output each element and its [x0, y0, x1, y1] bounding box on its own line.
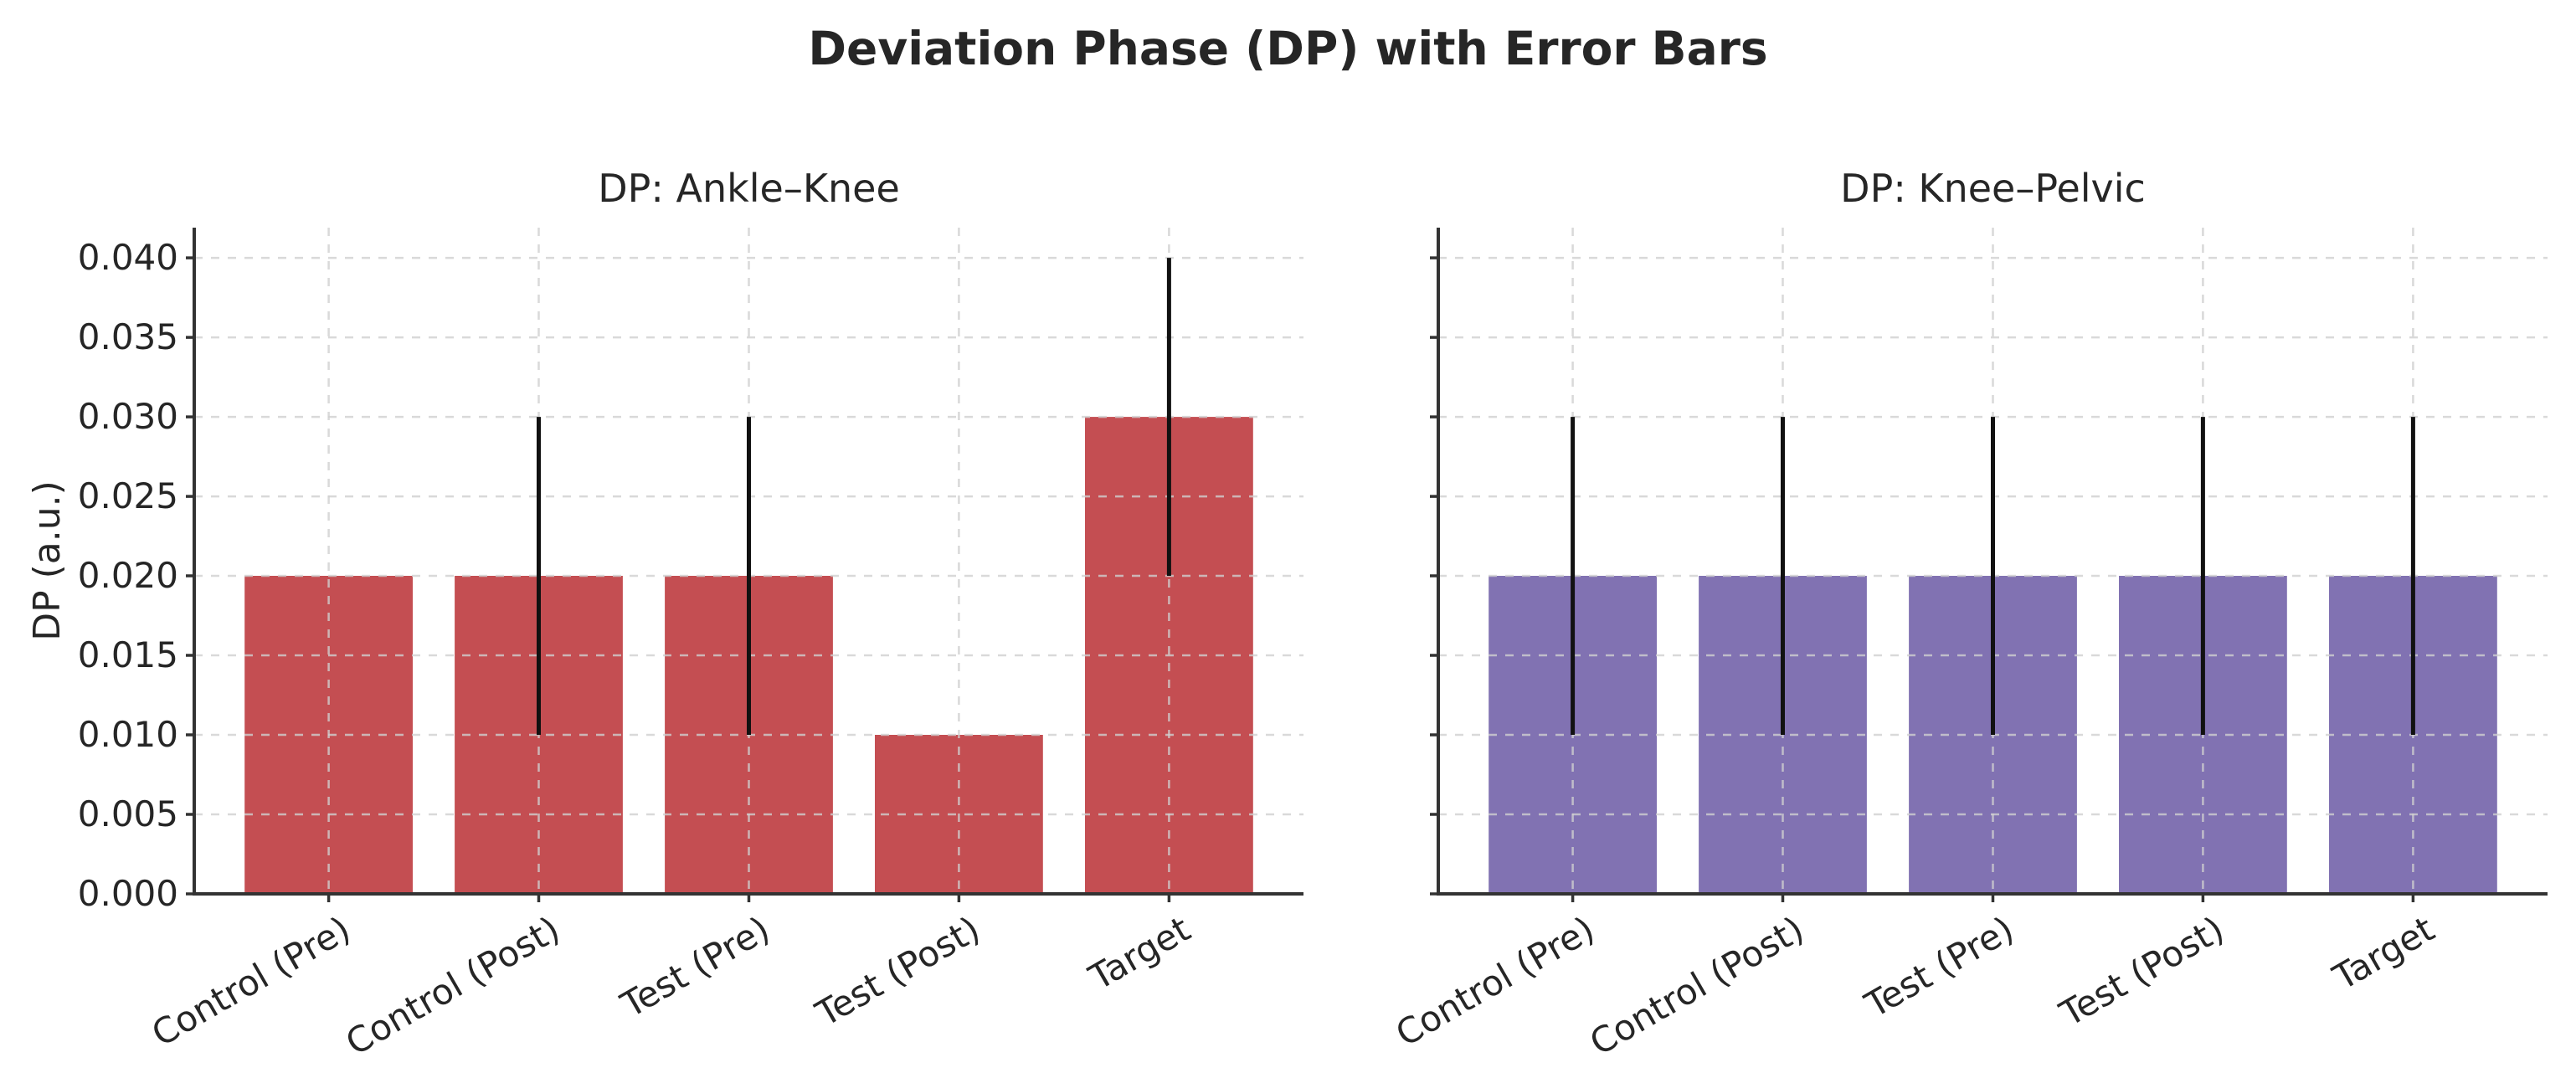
y-tick-label: 0.020: [77, 555, 178, 596]
y-tick-label: 0.010: [77, 714, 178, 755]
y-tick-label: 0.035: [77, 316, 178, 357]
y-tick-label: 0.015: [77, 634, 178, 675]
y-tick-label: 0.030: [77, 396, 178, 437]
y-axis-label: DP (a.u.): [26, 480, 69, 641]
y-tick-label: 0.040: [77, 237, 178, 278]
subplot-title-knee-pelvic: DP: Knee–Pelvic: [1840, 166, 2146, 211]
subplot-title-ankle-knee: DP: Ankle–Knee: [598, 166, 900, 211]
y-tick-label: 0.000: [77, 873, 178, 914]
y-tick-label: 0.005: [77, 793, 178, 834]
y-tick-label: 0.025: [77, 475, 178, 516]
figure-title: Deviation Phase (DP) with Error Bars: [808, 22, 1768, 75]
